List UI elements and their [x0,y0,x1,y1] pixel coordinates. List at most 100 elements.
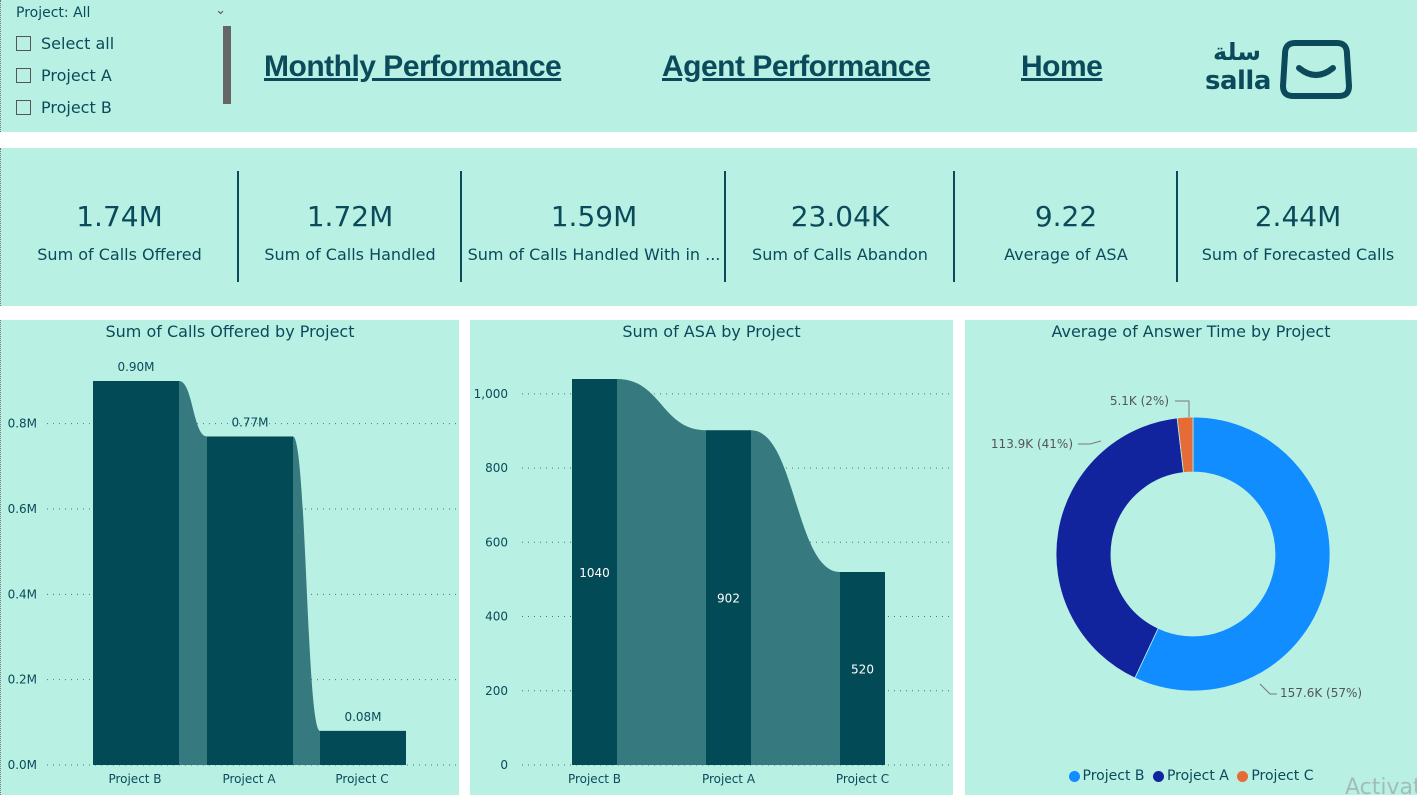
donut-slice-project-c [1176,416,1194,473]
legend-label: Project B [1082,768,1145,784]
legend-item-project-b[interactable]: Project B [1068,768,1145,784]
y-tick-label: 200 [485,684,508,698]
data-label: 0.08M [344,710,381,724]
y-tick-label: 1,000 [474,387,508,401]
slicer-item-label: Project A [41,66,112,85]
kpi-label: Average of ASA [1004,245,1128,264]
data-label: 1040 [579,566,610,580]
x-tick-label: Project C [335,772,388,786]
logo-arabic-text: سلة [1213,38,1261,66]
kpi-divider [460,171,462,282]
legend-item-project-a[interactable]: Project A [1152,768,1229,784]
slicer-scrollbar[interactable] [223,26,231,104]
y-tick-label: 0 [500,758,508,772]
salla-logo: سلة salla [1205,38,1355,100]
bar-project-b [572,379,617,765]
ribbon-connector [617,379,706,765]
x-tick-label: Project A [702,772,756,786]
kpi-divider [1176,171,1178,282]
nav-home[interactable]: Home [1021,50,1103,83]
x-tick-label: Project B [568,772,621,786]
x-tick-label: Project A [222,772,276,786]
x-tick-label: Project B [108,772,161,786]
kpi-value: 1.59M [550,200,638,233]
kpi-value: 2.44M [1254,200,1342,233]
ribbon-connector [179,381,207,765]
logo-english-text: salla [1205,66,1271,96]
data-label: 0.90M [117,360,154,374]
data-label: 520 [851,663,874,677]
chart-asa[interactable]: Sum of ASA by Project 0 200 400 600 800 1,000… [470,320,953,795]
leader-line [1175,400,1190,417]
ribbon-connector [293,436,320,765]
legend-label: Project C [1251,768,1314,784]
kpi-card-average-asa: 9.22 Average of ASA [955,148,1177,306]
slicer-item-label: Select all [41,34,115,53]
kpi-card-forecasted-calls: 2.44M Sum of Forecasted Calls [1178,148,1417,306]
bar-project-a [706,430,751,765]
data-label: 902 [717,592,740,606]
slicer-item-select-all[interactable]: Select all [16,34,114,53]
basket-smile-icon [1279,40,1353,99]
activation-watermark: Activat [1345,775,1417,800]
slicer-item-project-a[interactable]: Project A [16,66,112,85]
kpi-value: 1.74M [76,200,163,233]
ribbon-connector [751,430,840,765]
chart-title: Sum of Calls Offered by Project [105,322,355,341]
bar-project-c [840,572,885,765]
legend-label: Project A [1166,768,1229,784]
leader-line [1078,440,1102,445]
header-panel: Project: All ⌄ Select all Project A Proj… [0,0,1417,132]
y-tick-label: 0.4M [8,587,37,601]
donut-slice-project-b [1134,416,1331,692]
data-label: 5.1K (2%) [1110,394,1169,408]
kpi-card-calls-abandon: 23.04K Sum of Calls Abandon [726,148,954,306]
answer-time-donut-chart: 157.6K (57%) 113.9K (41%) 5.1K (2%) [991,394,1362,700]
kpi-label: Sum of Calls Handled With in ... [467,245,721,264]
kpi-value: 1.72M [306,200,394,233]
kpi-label: Sum of Calls Abandon [752,245,928,264]
checkbox[interactable] [16,36,31,51]
project-slicer-header[interactable]: Project: All ⌄ [16,3,226,21]
legend-dot [1068,770,1080,782]
chart-legend: Project B Project A Project C [965,768,1417,786]
data-label: 113.9K (41%) [991,437,1073,451]
chevron-down-icon[interactable]: ⌄ [215,3,226,18]
legend-dot [1152,770,1164,782]
slicer-item-project-b[interactable]: Project B [16,98,112,117]
y-tick-label: 0.0M [8,758,37,772]
y-tick-label: 0.2M [8,673,37,687]
y-tick-label: 400 [485,610,508,624]
slicer-item-label: Project B [41,98,112,117]
kpi-value: 23.04K [790,200,890,233]
legend-item-project-c[interactable]: Project C [1237,768,1313,784]
kpi-card-calls-handled-within: 1.59M Sum of Calls Handled With in ... [463,148,725,306]
kpi-label: Sum of Calls Handled [264,245,436,264]
data-label: 157.6K (57%) [1280,686,1362,700]
kpi-label: Sum of Forecasted Calls [1201,245,1395,264]
leader-line [1259,683,1277,695]
chart-calls-offered[interactable]: Sum of Calls Offered by Project 0.0M 0.2M… [0,320,459,795]
kpi-card-calls-offered: 1.74M Sum of Calls Offered [1,148,238,306]
kpi-card-calls-handled: 1.72M Sum of Calls Handled [239,148,461,306]
y-tick-label: 0.6M [8,502,37,516]
y-tick-label: 600 [485,535,508,549]
kpi-label: Sum of Calls Offered [37,245,202,264]
slicer-title: Project: All [16,5,91,21]
kpi-panel: 1.74M Sum of Calls Offered 1.72M Sum of … [0,148,1417,306]
kpi-divider [724,171,726,282]
bar-project-c [320,730,406,765]
data-label: 0.77M [231,415,268,429]
kpi-value: 9.22 [1034,200,1098,233]
checkbox[interactable] [16,68,31,83]
kpi-divider [237,171,239,282]
bar-project-a [207,436,293,765]
checkbox[interactable] [16,100,31,115]
nav-agent-performance[interactable]: Agent Performance [662,50,931,83]
asa-ribbon-chart: 0 200 400 600 800 1,000 1040 Project B 902 Projec… [474,379,950,786]
chart-answer-time[interactable]: Average of Answer Time by Project 157.6K… [965,320,1417,795]
bar-project-b [93,381,179,765]
y-tick-label: 800 [485,461,508,475]
y-tick-label: 0.8M [8,417,37,431]
nav-monthly-performance[interactable]: Monthly Performance [264,50,562,83]
